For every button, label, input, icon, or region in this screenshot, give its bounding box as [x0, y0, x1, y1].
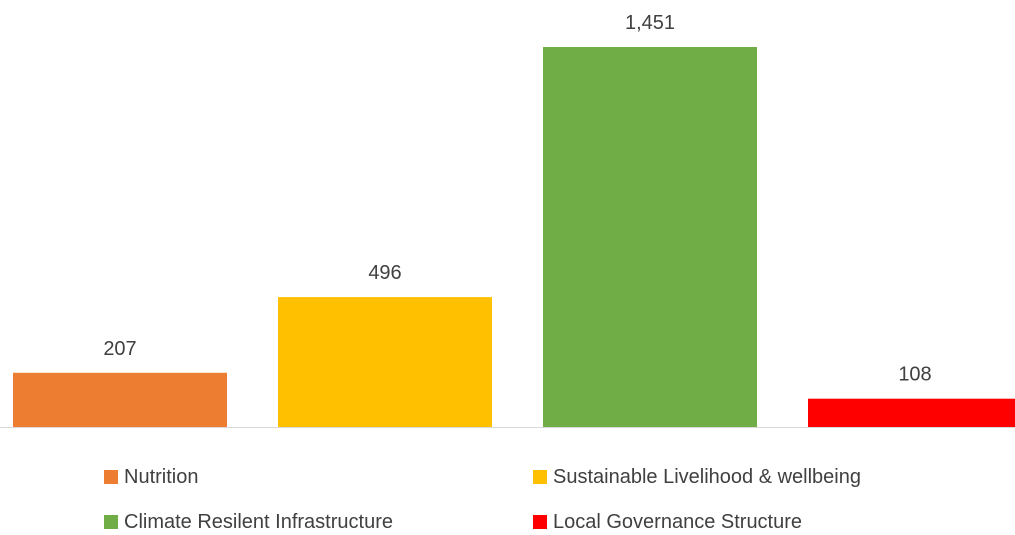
bar-climate-resilient	[543, 47, 757, 427]
legend: Nutrition Sustainable Livelihood & wellb…	[0, 450, 1015, 533]
data-label-climate-resilient: 1,451	[625, 12, 675, 34]
legend-item-sustainable-livelihood: Sustainable Livelihood & wellbeing	[533, 464, 861, 490]
bar-chart: 207 496 1,451 108	[0, 12, 1015, 428]
legend-swatch-climate-resilient	[104, 515, 118, 529]
data-label-nutrition: 207	[103, 338, 136, 360]
legend-label-nutrition: Nutrition	[124, 465, 199, 488]
legend-item-local-governance: Local Governance Structure	[533, 509, 802, 535]
bar-nutrition	[13, 372, 227, 427]
legend-item-climate-resilient: Climate Resilent Infrastructure	[104, 509, 393, 535]
legend-swatch-sustainable-livelihood	[533, 470, 547, 484]
legend-item-nutrition: Nutrition	[104, 464, 198, 490]
bar-local-governance	[808, 398, 1015, 427]
legend-label-sustainable-livelihood: Sustainable Livelihood & wellbeing	[553, 465, 861, 488]
legend-label-local-governance: Local Governance Structure	[553, 510, 803, 533]
data-label-sustainable-livelihood: 496	[368, 262, 401, 284]
data-label-local-governance: 108	[898, 364, 931, 386]
bar-sustainable-livelihood	[278, 297, 492, 427]
legend-swatch-nutrition	[104, 470, 118, 484]
legend-swatch-local-governance	[533, 515, 547, 529]
legend-label-climate-resilient: Climate Resilent Infrastructure	[124, 510, 393, 533]
